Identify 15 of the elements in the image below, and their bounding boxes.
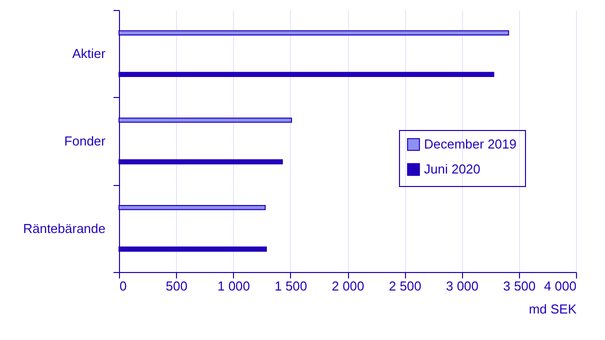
x-tick-label: 2 000 [332,278,364,294]
x-tick-label: 3 500 [503,278,536,294]
y-tick-label: Fonder [64,134,106,148]
x-tick-label: 500 [166,278,188,294]
y-tick-label: Räntebärande [23,220,106,236]
x-tick-label: 1 000 [217,278,250,294]
y-tick-label: Aktier [72,46,106,62]
legend-label: December 2019 [424,136,516,152]
x-axis-title: md SEK [528,302,577,316]
x-tick-label: 4 000 [544,278,576,294]
x-tick-label: 2 500 [388,278,422,294]
x-tick-label: 0 [120,278,127,294]
x-tick-label: 1 500 [274,278,308,294]
legend-label: Juni 2020 [424,162,480,176]
x-tick-label: 3 000 [446,278,479,294]
